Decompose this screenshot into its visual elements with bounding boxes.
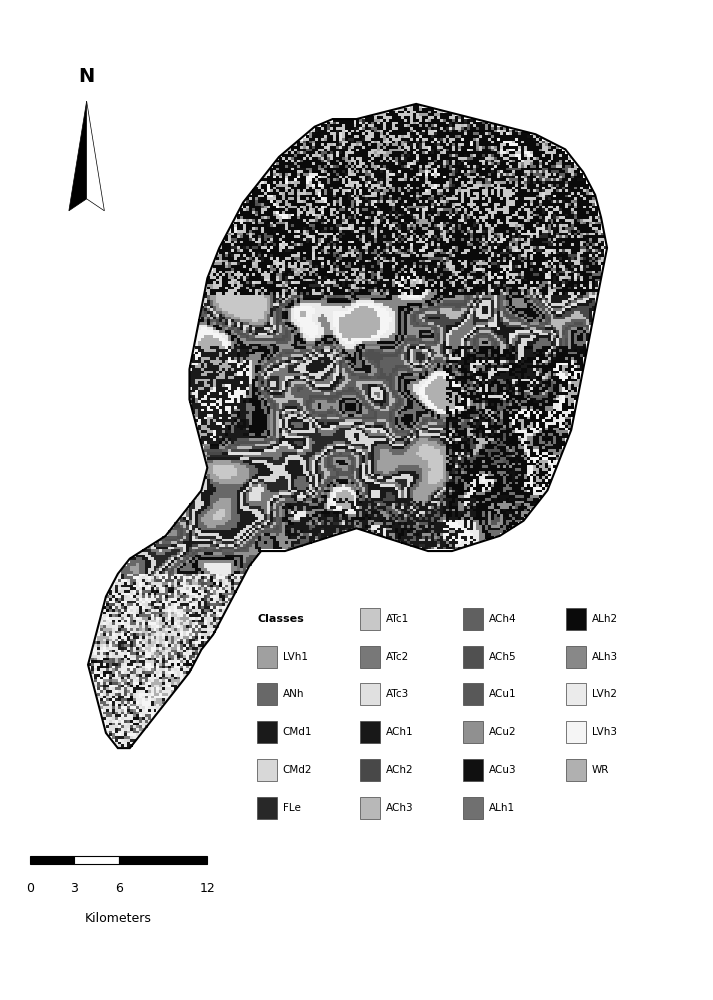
Text: WR: WR (592, 765, 609, 775)
Bar (566, 721, 586, 743)
Text: ACh2: ACh2 (386, 765, 414, 775)
Bar (30, 856, 74, 864)
Bar (257, 683, 277, 705)
Bar (463, 759, 483, 781)
Bar (463, 646, 483, 668)
Bar (566, 759, 586, 781)
Text: LVh3: LVh3 (592, 727, 617, 737)
Bar (74, 856, 118, 864)
Bar (463, 797, 483, 819)
Text: ACu2: ACu2 (488, 727, 516, 737)
Text: ACh4: ACh4 (488, 614, 516, 624)
Text: N: N (78, 67, 95, 86)
Text: CMd2: CMd2 (282, 765, 312, 775)
Text: 0: 0 (26, 882, 34, 895)
Text: 3: 3 (71, 882, 78, 895)
Polygon shape (69, 101, 86, 211)
Text: Classes: Classes (257, 614, 304, 624)
Bar (566, 683, 586, 705)
Text: ACu3: ACu3 (488, 765, 516, 775)
Bar (566, 646, 586, 668)
Text: ACh3: ACh3 (386, 803, 414, 813)
Text: ANh: ANh (282, 689, 304, 699)
Text: ATc3: ATc3 (386, 689, 409, 699)
Text: ALh3: ALh3 (592, 652, 617, 662)
Text: 6: 6 (115, 882, 123, 895)
Bar (257, 721, 277, 743)
Text: CMd1: CMd1 (282, 727, 312, 737)
Bar (360, 646, 380, 668)
Text: ALh2: ALh2 (592, 614, 617, 624)
Polygon shape (86, 101, 104, 211)
Text: ATc2: ATc2 (386, 652, 409, 662)
Bar (360, 759, 380, 781)
Bar (360, 683, 380, 705)
Bar (257, 759, 277, 781)
Text: ACh5: ACh5 (488, 652, 516, 662)
Bar (360, 608, 380, 630)
Bar (463, 721, 483, 743)
Bar (463, 608, 483, 630)
Bar (360, 797, 380, 819)
Text: ATc1: ATc1 (386, 614, 409, 624)
Bar (257, 797, 277, 819)
Text: FLe: FLe (282, 803, 300, 813)
Bar (463, 683, 483, 705)
Text: Kilometers: Kilometers (85, 912, 152, 925)
Bar (360, 721, 380, 743)
Bar (257, 646, 277, 668)
Bar (118, 856, 207, 864)
Text: ALh1: ALh1 (488, 803, 515, 813)
Text: ACh1: ACh1 (386, 727, 414, 737)
Text: ACu1: ACu1 (488, 689, 516, 699)
Text: LVh2: LVh2 (592, 689, 617, 699)
Text: 12: 12 (200, 882, 215, 895)
Text: LVh1: LVh1 (282, 652, 307, 662)
Bar (566, 608, 586, 630)
